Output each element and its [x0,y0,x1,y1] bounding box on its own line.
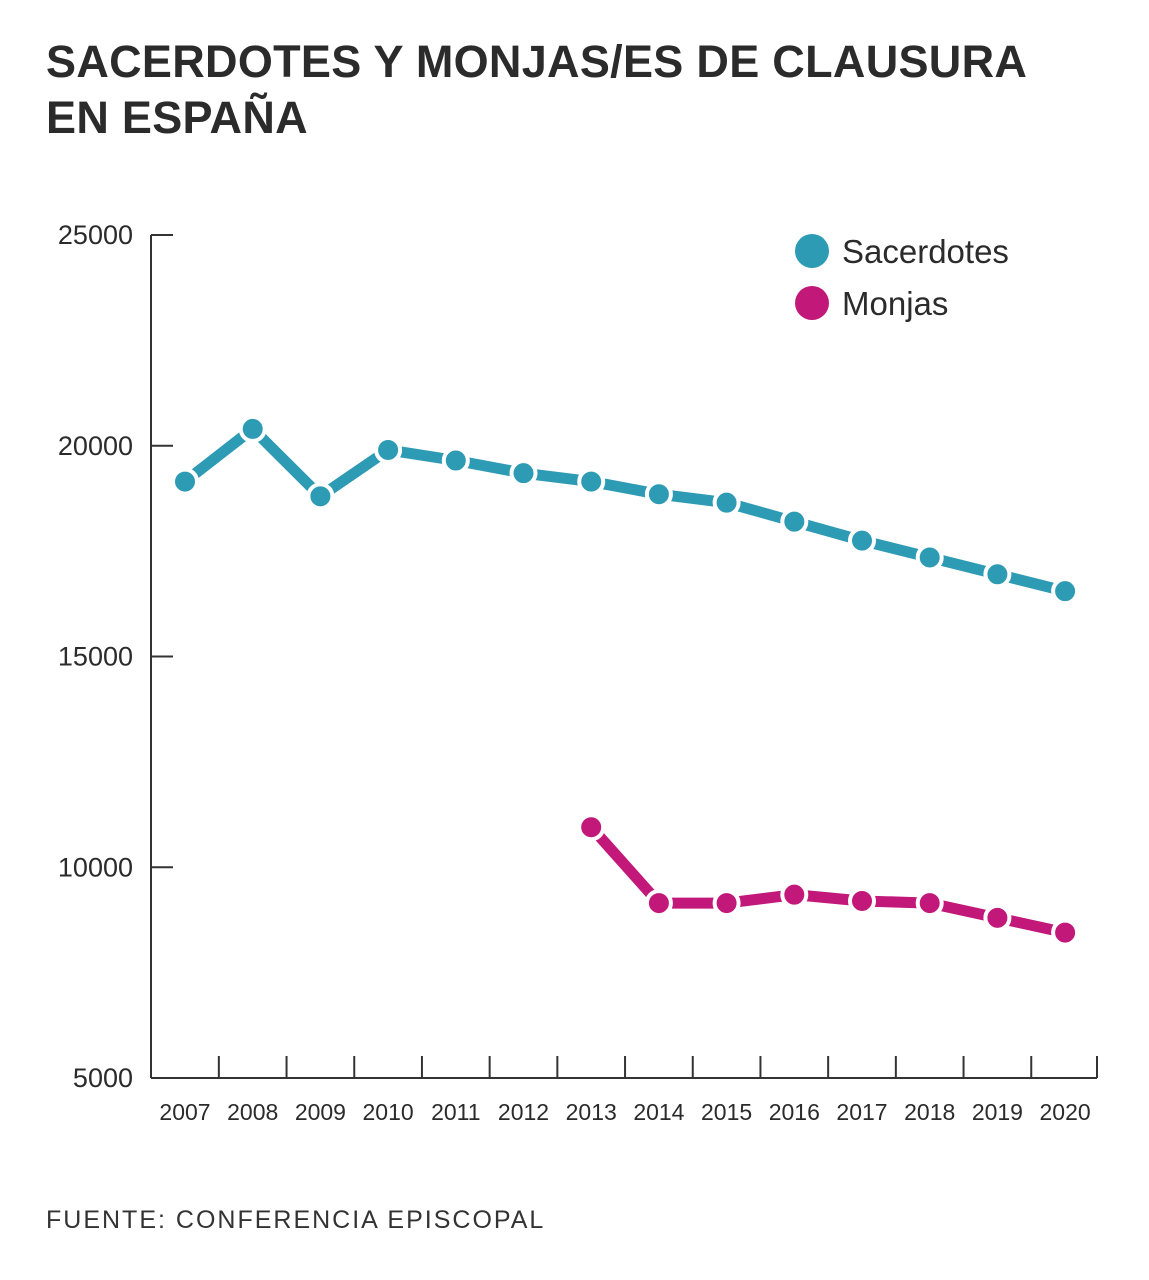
legend-label-monjas: Monjas [842,285,948,322]
series-sacerdotes-segment-0 [181,424,257,486]
point-sacerdotes-2007 [171,467,199,496]
point-sacerdotes-2020 [1051,577,1080,606]
x-tick-label-2012: 2012 [498,1099,549,1125]
point-monjas-2014 [644,889,673,918]
point-sacerdotes-2016 [780,507,809,536]
x-tick-label-2018: 2018 [904,1099,955,1125]
point-monjas-2016 [780,880,809,909]
legend-marker-sacerdotes [795,234,829,268]
y-tick-label-25000: 25000 [58,220,133,250]
x-tick-label-2020: 2020 [1040,1099,1091,1125]
x-tick-label-2011: 2011 [431,1099,480,1125]
y-tick-label-5000: 5000 [73,1063,133,1093]
chart-title: SACERDOTES Y MONJAS/ES DE CLAUSURA EN ES… [46,34,1106,146]
point-sacerdotes-2008 [238,414,267,443]
chart-title-line-2: EN ESPAÑA [46,92,308,143]
x-tick-label-2013: 2013 [566,1099,617,1125]
series-monjas-segment-0 [587,823,664,907]
series-layer [171,414,1080,947]
chart-title-line-1: SACERDOTES Y MONJAS/ES DE CLAUSURA [46,36,1028,87]
point-sacerdotes-2017 [848,526,876,555]
x-tick-label-2017: 2017 [836,1099,887,1125]
point-sacerdotes-2011 [441,446,470,475]
point-monjas-2019 [983,903,1012,932]
x-tick-label-2007: 2007 [159,1099,210,1125]
legend-label-sacerdotes: Sacerdotes [842,233,1009,270]
y-tick-label-20000: 20000 [58,431,133,461]
point-sacerdotes-2018 [915,543,944,572]
x-tick-label-2010: 2010 [363,1099,414,1125]
point-sacerdotes-2012 [509,459,538,488]
point-sacerdotes-2010 [374,435,403,464]
series-sacerdotes-segment-1 [248,424,325,501]
x-tick-label-2009: 2009 [295,1099,346,1125]
x-tick-label-2019: 2019 [972,1099,1023,1125]
point-monjas-2013 [577,813,606,842]
legend-marker-monjas [795,286,829,320]
point-sacerdotes-2014 [644,480,673,509]
point-sacerdotes-2015 [712,488,741,517]
point-sacerdotes-2009 [306,482,335,511]
source-note: FUENTE: CONFERENCIA EPISCOPAL [46,1206,546,1234]
point-monjas-2018 [915,889,944,918]
chart-legend: Sacerdotes Monjas [795,233,1009,322]
x-tick-label-2008: 2008 [227,1099,278,1125]
series-monjas [577,813,1080,947]
point-monjas-2015 [712,889,741,918]
x-tick-label-2015: 2015 [701,1099,752,1125]
chart-axes: 5000 10000 15000 20000 25000 2007 2008 2009 2010… [58,220,1098,1125]
x-tick-label-2016: 2016 [769,1099,820,1125]
series-sacerdotes [171,414,1080,606]
point-monjas-2020 [1051,918,1080,947]
y-tick-label-10000: 10000 [58,852,133,882]
point-sacerdotes-2019 [983,560,1012,589]
point-sacerdotes-2013 [577,467,606,496]
y-tick-label-15000: 15000 [58,642,133,672]
x-tick-label-2014: 2014 [633,1099,684,1125]
point-monjas-2017 [848,886,876,915]
